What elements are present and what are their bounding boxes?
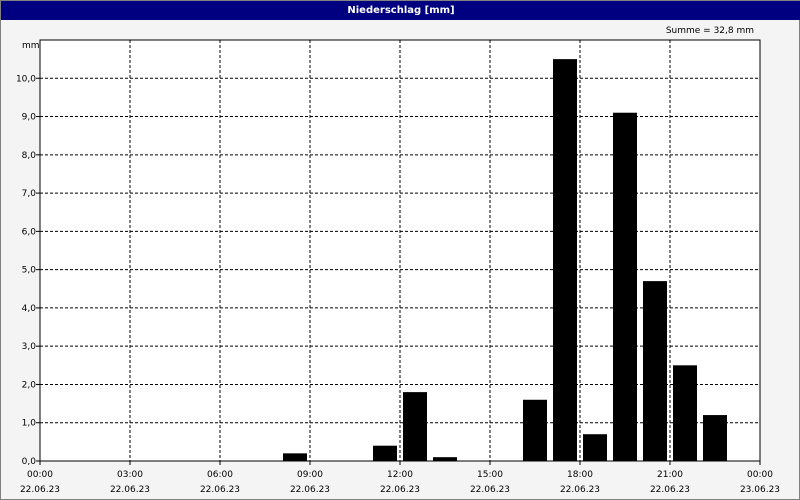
precipitation-bar xyxy=(583,434,607,461)
x-tick-time-label: 18:00 xyxy=(567,470,593,480)
x-tick-time-label: 21:00 xyxy=(657,470,683,480)
chart-title: Niederschlag [mm] xyxy=(1,1,800,20)
y-tick-label: 8,0 xyxy=(22,151,37,161)
y-tick-label: 5,0 xyxy=(22,266,37,276)
y-tick-label: 2,0 xyxy=(22,380,37,390)
x-tick-time-label: 00:00 xyxy=(747,470,773,480)
precipitation-bar xyxy=(553,59,577,462)
precipitation-bar xyxy=(643,281,667,461)
x-tick-date-label: 22.06.23 xyxy=(290,485,330,495)
x-tick-date-label: 22.06.23 xyxy=(650,485,690,495)
precipitation-bar xyxy=(283,453,307,461)
y-tick-label: 7,0 xyxy=(22,189,37,199)
precipitation-bar xyxy=(433,457,457,461)
y-tick-label: 0,0 xyxy=(22,457,37,467)
gridlines xyxy=(40,39,760,461)
precipitation-bar xyxy=(673,365,697,461)
x-axis: 00:00 22.06.23 03:00 22.06.23 06:00 22.06.23 0… xyxy=(20,461,780,495)
x-tick-time-label: 06:00 xyxy=(207,470,233,480)
y-tick-label: 1,0 xyxy=(22,419,37,429)
y-tick-label: 9,0 xyxy=(22,113,37,123)
x-tick-date-label: 22.06.23 xyxy=(560,485,600,495)
bar-series xyxy=(283,59,727,462)
sum-annotation: Summe = 32,8 mm xyxy=(665,26,754,36)
y-tick-label: 10,0 xyxy=(16,74,36,84)
y-axis-unit: mm xyxy=(22,41,40,51)
x-tick-date-label: 22.06.23 xyxy=(470,485,510,495)
precipitation-bar xyxy=(523,399,547,461)
x-tick-time-label: 00:00 xyxy=(27,470,53,480)
y-tick-label: 4,0 xyxy=(22,304,37,314)
x-tick-date-label: 22.06.23 xyxy=(110,485,150,495)
y-tick-label: 6,0 xyxy=(22,227,37,237)
x-tick-time-label: 03:00 xyxy=(117,470,143,480)
precipitation-bar xyxy=(373,445,397,461)
x-tick-time-label: 15:00 xyxy=(477,470,503,480)
x-tick-date-label: 23.06.23 xyxy=(740,485,780,495)
x-tick-date-label: 22.06.23 xyxy=(200,485,240,495)
y-axis: 0,0 1,0 2,0 3,0 4,0 5,0 6,0 7,0 8,0 9,0 10,0 xyxy=(16,74,40,467)
precipitation-bar xyxy=(613,112,637,461)
x-tick-date-label: 22.06.23 xyxy=(20,485,60,495)
y-tick-label: 3,0 xyxy=(22,342,37,352)
precipitation-bar xyxy=(703,415,727,461)
x-tick-time-label: 12:00 xyxy=(387,470,413,480)
precipitation-bar xyxy=(403,392,427,461)
x-tick-date-label: 22.06.23 xyxy=(380,485,420,495)
x-tick-time-label: 09:00 xyxy=(297,470,323,480)
